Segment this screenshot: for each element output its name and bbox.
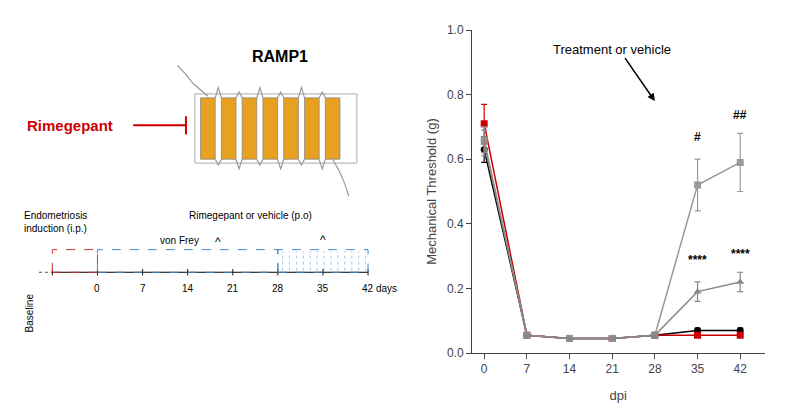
svg-text:0.8: 0.8 [447,88,464,102]
svg-text:RAMP1: RAMP1 [252,48,308,65]
svg-text:28: 28 [272,283,284,294]
svg-text:42: 42 [734,362,748,376]
svg-text:Endometriosisinduction (i.p.): Endometriosisinduction (i.p.) [24,210,87,234]
svg-text:14: 14 [563,362,577,376]
svg-text:0.6: 0.6 [447,152,464,166]
svg-text:****: **** [688,253,707,267]
svg-text:28: 28 [648,362,662,376]
svg-text:^: ^ [215,235,221,249]
svg-text:Baseline: Baseline [24,294,35,333]
svg-text:^: ^ [320,233,326,247]
svg-text:7: 7 [524,362,531,376]
svg-text:Rimegepant: Rimegepant [27,117,113,134]
svg-text:35: 35 [317,283,329,294]
svg-text:42: 42 [362,283,374,294]
svg-text:Rimegepant or vehicle (p.o): Rimegepant or vehicle (p.o) [189,210,312,221]
svg-text:0: 0 [481,362,488,376]
svg-text:days: days [376,283,397,294]
svg-text:von Frey: von Frey [160,235,199,246]
svg-text:0.4: 0.4 [447,217,464,231]
svg-text:35: 35 [691,362,705,376]
svg-text:0.0: 0.0 [447,346,464,360]
svg-text:0.2: 0.2 [447,282,464,296]
svg-text:14: 14 [182,283,194,294]
svg-text:0: 0 [94,283,100,294]
svg-text:#: # [694,130,701,144]
svg-text:7: 7 [140,283,146,294]
svg-text:Mechanical Threshold (g): Mechanical Threshold (g) [424,118,439,264]
svg-text:21: 21 [227,283,239,294]
svg-text:##: ## [733,108,747,122]
svg-text:Treatment or vehicle: Treatment or vehicle [553,42,671,57]
svg-text:dpi: dpi [610,388,627,403]
svg-text:1.0: 1.0 [447,23,464,37]
svg-text:21: 21 [606,362,620,376]
svg-text:****: **** [731,247,750,261]
